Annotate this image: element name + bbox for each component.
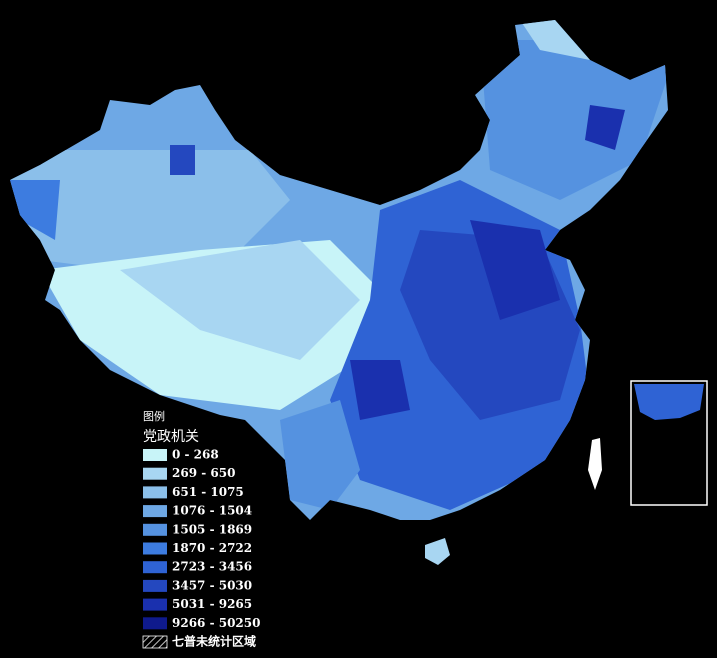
legend-label: 3457 - 5030: [172, 578, 252, 592]
legend: 图例 党政机关 0 - 268 269 - 650 651 - 1075 1076 -…: [142, 409, 260, 649]
region: [120, 240, 360, 360]
legend-title: 党政机关: [143, 429, 199, 445]
region: [350, 360, 410, 420]
legend-heading: 图例: [143, 409, 165, 423]
legend-swatch: [143, 449, 167, 461]
legend-label: 2723 - 3456: [172, 560, 252, 574]
region: [470, 220, 560, 320]
legend-swatch: [143, 617, 167, 630]
legend-label: 269 - 650: [172, 466, 235, 480]
inset-land: [634, 384, 704, 420]
legend-swatch: [143, 523, 167, 536]
legend-label: 9266 - 50250: [172, 616, 260, 630]
legend-swatch: [143, 505, 167, 518]
region: [585, 105, 625, 150]
region: [10, 180, 60, 240]
region: [170, 145, 195, 175]
legend-label: 5031 - 9265: [172, 597, 252, 611]
legend-swatch: [143, 598, 167, 611]
legend-swatch: [143, 579, 167, 592]
legend-swatch: [143, 542, 167, 555]
legend-swatch: [143, 561, 167, 574]
legend-label: 1076 - 1504: [172, 504, 252, 518]
legend-label: 1870 - 2722: [172, 541, 252, 555]
hainan: [425, 538, 450, 565]
legend-label: 1505 - 1869: [172, 522, 252, 536]
legend-label: 651 - 1075: [172, 485, 244, 499]
taiwan: [588, 438, 602, 490]
legend-swatch: [143, 467, 167, 480]
region: [480, 40, 668, 200]
legend-swatch: [142, 635, 168, 649]
legend-label: 七普未统计区域: [172, 634, 256, 649]
region: [10, 150, 290, 270]
legend-label: 0 - 268: [172, 448, 219, 462]
region: [280, 400, 360, 510]
legend-swatch: [143, 486, 167, 499]
